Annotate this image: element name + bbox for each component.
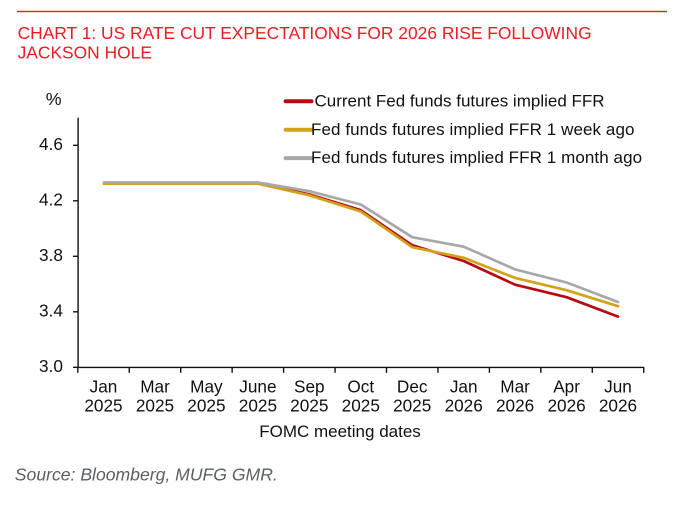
svg-text:2025: 2025 [239,396,277,416]
svg-text:2026: 2026 [599,396,637,416]
svg-text:Jan: Jan [450,376,478,396]
svg-text:2025: 2025 [136,396,174,416]
svg-text:4.6: 4.6 [39,134,63,154]
svg-text:Jan: Jan [90,376,118,396]
svg-text:Sep: Sep [294,376,325,396]
svg-text:Mar: Mar [140,376,170,396]
svg-text:2025: 2025 [187,396,225,416]
svg-text:Fed funds futures implied FFR: Fed funds futures implied FFR 1 week ago [311,120,635,139]
svg-text:FOMC meeting dates: FOMC meeting dates [259,422,421,441]
svg-text:3.8: 3.8 [39,245,63,265]
svg-text:June: June [239,376,276,396]
svg-text:3.4: 3.4 [39,300,63,320]
svg-text:Fed funds futures implied FFR: Fed funds futures implied FFR 1 month ag… [311,148,642,167]
svg-text:2025: 2025 [84,396,122,416]
svg-text:2025: 2025 [290,396,328,416]
svg-text:2025: 2025 [342,396,380,416]
svg-text:2026: 2026 [496,396,534,416]
svg-text:2026: 2026 [445,396,483,416]
svg-text:Apr: Apr [553,376,580,396]
svg-text:3.0: 3.0 [39,356,63,376]
svg-text:Mar: Mar [500,376,530,396]
svg-text:2026: 2026 [547,396,585,416]
svg-text:2025: 2025 [393,396,431,416]
svg-text:Jun: Jun [604,376,632,396]
svg-text:Oct: Oct [347,376,374,396]
svg-text:%: % [46,89,62,109]
svg-text:4.2: 4.2 [39,189,63,209]
svg-text:Source: Bloomberg, MUFG GMR.: Source: Bloomberg, MUFG GMR. [15,465,278,485]
svg-text:Dec: Dec [397,376,428,396]
svg-text:CHART 1: US RATE CUT EXPECTATI: CHART 1: US RATE CUT EXPECTATIONS FOR 20… [18,23,592,43]
svg-text:May: May [190,376,223,396]
svg-text:Current Fed funds futures impl: Current Fed funds futures implied FFR [315,92,605,111]
svg-text:JACKSON HOLE: JACKSON HOLE [18,43,152,63]
